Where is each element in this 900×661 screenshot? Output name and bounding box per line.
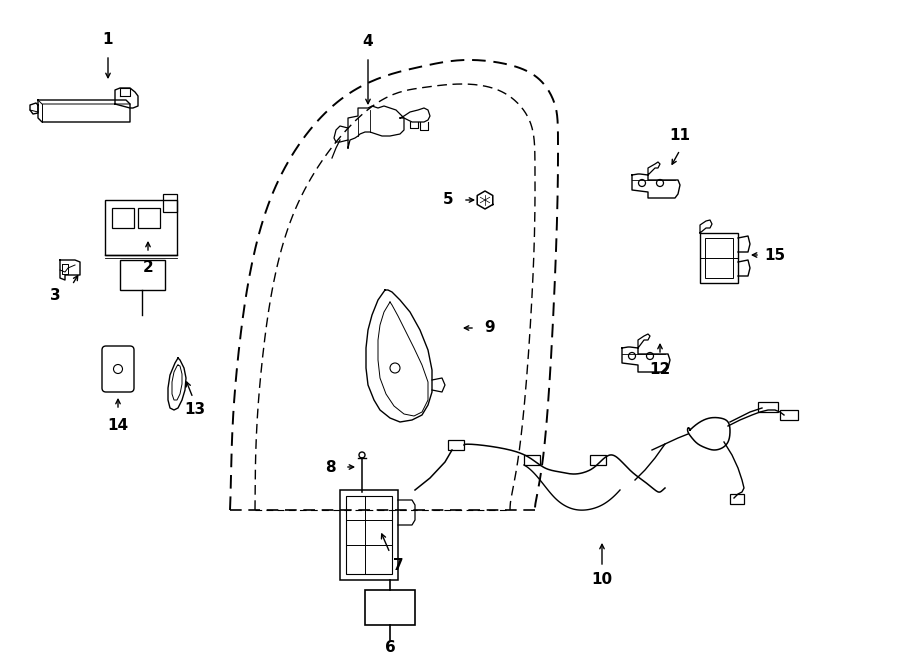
Text: 1: 1 (103, 32, 113, 48)
Bar (730, 494, 744, 504)
Text: 9: 9 (485, 321, 495, 336)
Text: 5: 5 (443, 192, 454, 208)
Bar (780, 410, 798, 420)
Text: 14: 14 (107, 418, 129, 432)
Text: 15: 15 (764, 247, 786, 262)
Text: 3: 3 (50, 288, 60, 303)
Bar (346, 496, 392, 574)
Bar (524, 455, 540, 465)
Bar (340, 490, 398, 580)
Text: 11: 11 (670, 128, 690, 143)
Text: 2: 2 (142, 260, 153, 276)
Text: 13: 13 (184, 403, 205, 418)
Bar (700, 233, 738, 283)
Bar (590, 455, 606, 465)
Text: 6: 6 (384, 641, 395, 656)
Bar (448, 440, 464, 450)
Text: 7: 7 (392, 559, 403, 574)
Bar (138, 208, 160, 228)
Bar (758, 402, 778, 412)
Bar (163, 194, 177, 212)
Text: 8: 8 (325, 459, 336, 475)
Bar (705, 238, 733, 278)
Bar (120, 260, 165, 290)
Bar (365, 590, 415, 625)
Text: 4: 4 (363, 34, 374, 50)
Bar (112, 208, 134, 228)
Bar (105, 200, 177, 255)
Text: 12: 12 (650, 362, 670, 377)
Text: 10: 10 (591, 572, 613, 588)
